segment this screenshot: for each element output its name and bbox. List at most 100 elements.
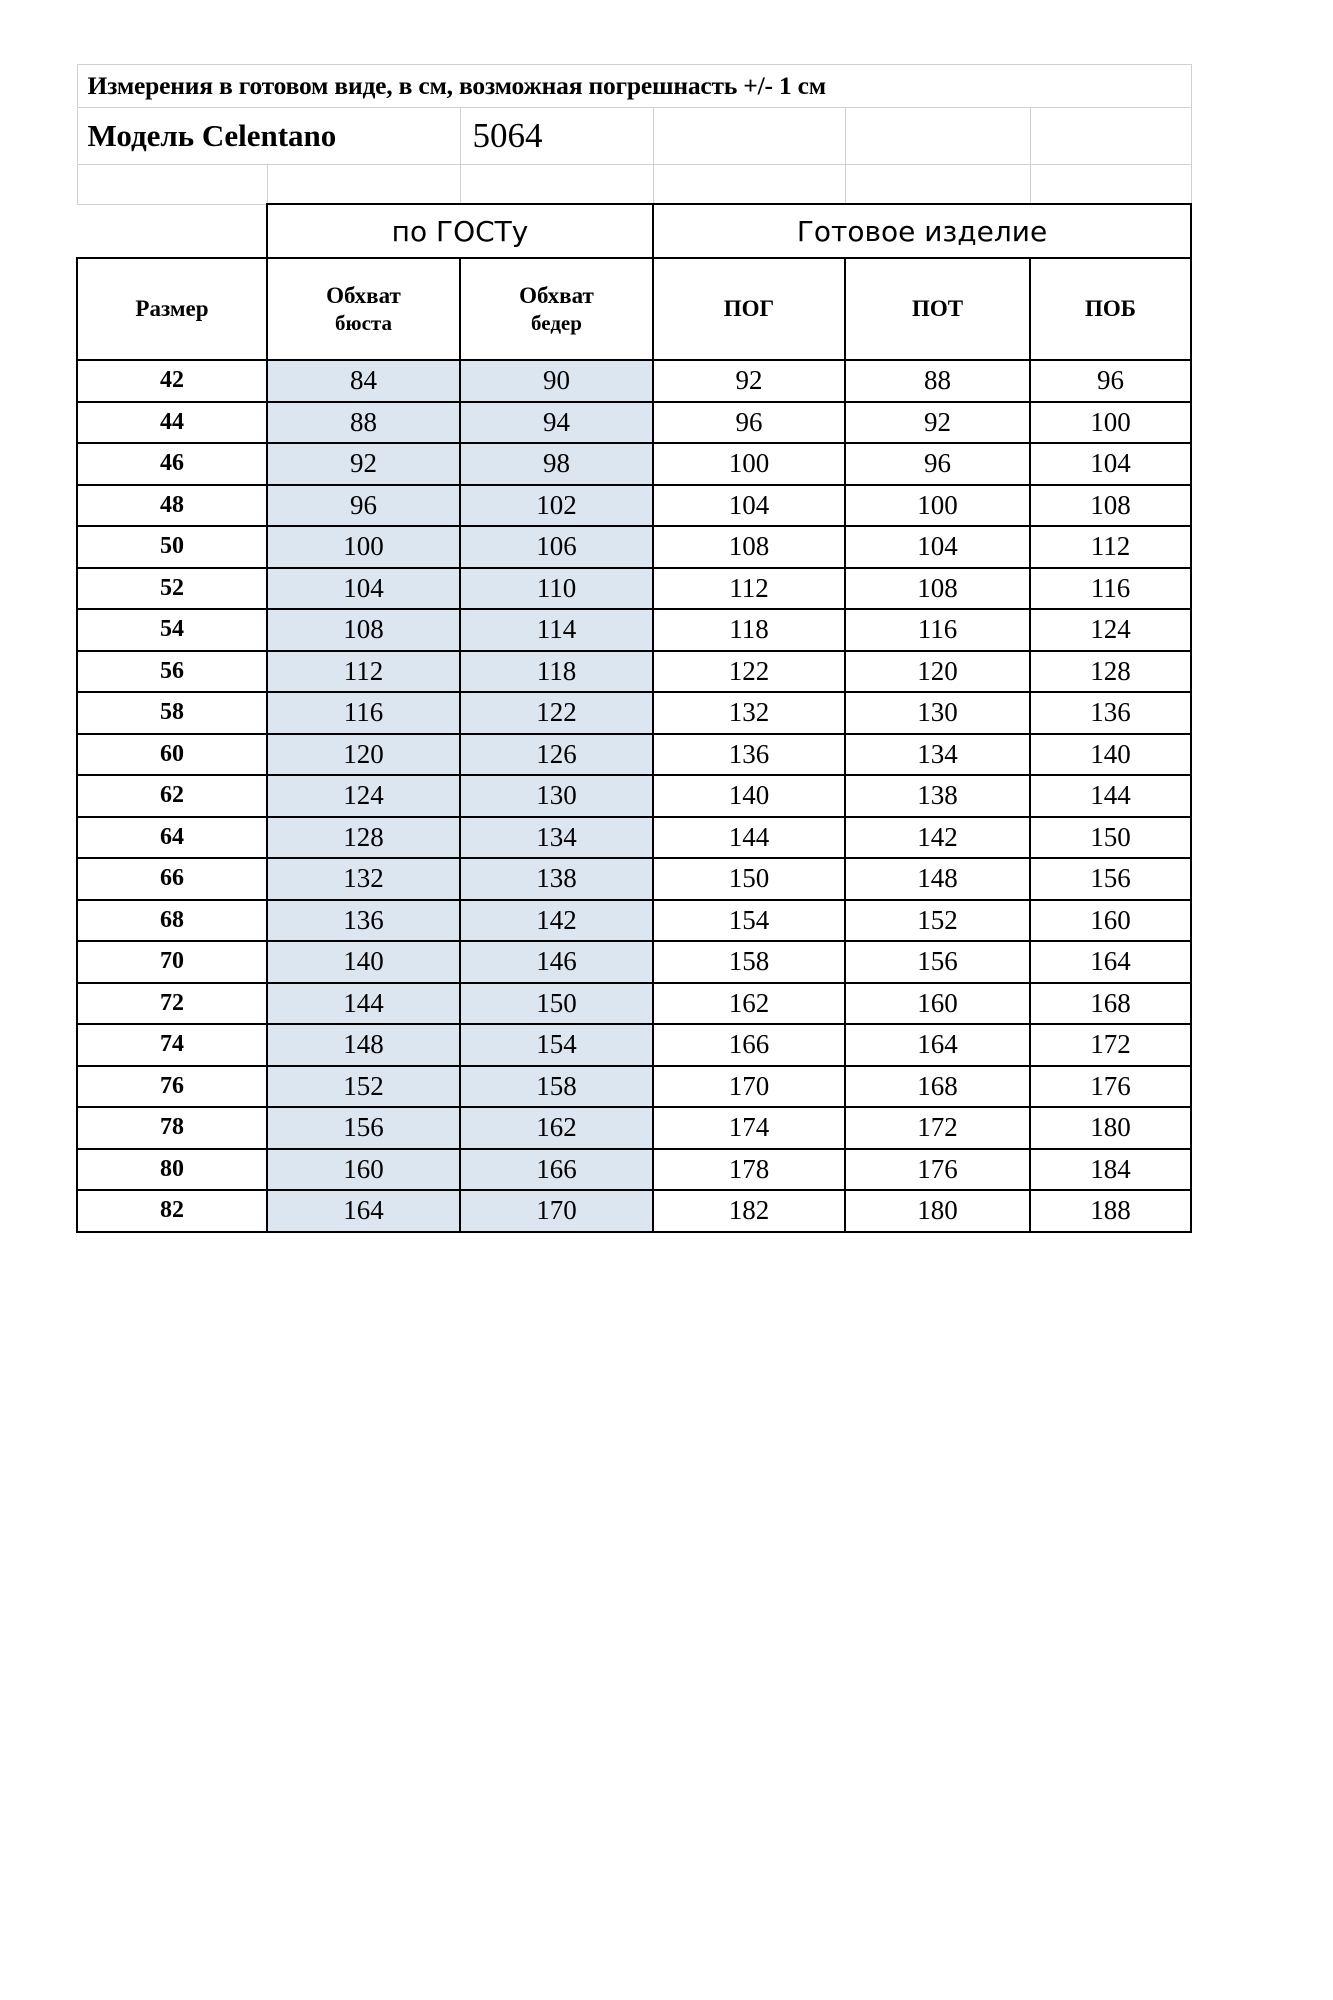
column-header-size: Размер — [76, 257, 268, 361]
cell-size: 68 — [76, 898, 268, 942]
cell-pob: 112 — [1028, 525, 1193, 569]
table-row: 62 124 130 140 138 144 — [76, 774, 1193, 818]
cell-pob: 184 — [1028, 1147, 1193, 1191]
cell-pog: 108 — [652, 525, 846, 569]
cell-hips: 102 — [459, 483, 654, 527]
cell-size: 82 — [76, 1189, 268, 1233]
cell-pog: 170 — [652, 1064, 846, 1108]
cell-hips: 130 — [459, 774, 654, 818]
cell-pob: 128 — [1028, 649, 1193, 693]
cell-hips: 90 — [459, 359, 654, 403]
model-spacer-3 — [1029, 107, 1192, 165]
cell-pot: 156 — [844, 940, 1031, 984]
cell-pot: 152 — [844, 898, 1031, 942]
cell-hips: 142 — [459, 898, 654, 942]
cell-bust: 84 — [266, 359, 461, 403]
table-row: 54 108 114 118 116 124 — [76, 608, 1193, 652]
cell-pot: 168 — [844, 1064, 1031, 1108]
cell-pot: 172 — [844, 1106, 1031, 1150]
table-row: 82 164 170 182 180 188 — [76, 1189, 1193, 1233]
cell-bust: 152 — [266, 1064, 461, 1108]
cell-size: 76 — [76, 1064, 268, 1108]
cell-size: 56 — [76, 649, 268, 693]
cell-pob: 176 — [1028, 1064, 1193, 1108]
model-label: Модель Celentano — [76, 107, 461, 165]
model-spacer-1 — [652, 107, 846, 165]
table-row: 52 104 110 112 108 116 — [76, 566, 1193, 610]
cell-pob: 188 — [1028, 1189, 1193, 1233]
cell-pot: 130 — [844, 691, 1031, 735]
cell-size: 60 — [76, 732, 268, 776]
cell-hips: 158 — [459, 1064, 654, 1108]
cell-pot: 164 — [844, 1023, 1031, 1067]
column-header-pog: ПОГ — [652, 257, 846, 361]
table-row: 72 144 150 162 160 168 — [76, 981, 1193, 1025]
column-header-bust-line2: бюста — [335, 311, 392, 336]
cell-pob: 156 — [1028, 857, 1193, 901]
cell-pob: 144 — [1028, 774, 1193, 818]
cell-pot: 104 — [844, 525, 1031, 569]
cell-hips: 162 — [459, 1106, 654, 1150]
measurement-note: Измерения в готовом виде, в см, возможна… — [76, 64, 1192, 108]
group-header-row: по ГОСТу Готовое изделие — [77, 203, 1193, 259]
cell-bust: 132 — [266, 857, 461, 901]
cell-size: 72 — [76, 981, 268, 1025]
cell-pog: 118 — [652, 608, 846, 652]
spacer-cell-4 — [652, 164, 846, 205]
cell-bust: 112 — [266, 649, 461, 693]
cell-pob: 100 — [1028, 400, 1193, 444]
cell-pog: 92 — [652, 359, 846, 403]
cell-hips: 106 — [459, 525, 654, 569]
cell-size: 74 — [76, 1023, 268, 1067]
spacer-cell-2 — [266, 164, 461, 205]
cell-pog: 112 — [652, 566, 846, 610]
table-row: 64 128 134 144 142 150 — [76, 815, 1193, 859]
cell-size: 64 — [76, 815, 268, 859]
cell-pob: 160 — [1028, 898, 1193, 942]
cell-pob: 164 — [1028, 940, 1193, 984]
cell-size: 62 — [76, 774, 268, 818]
cell-size: 42 — [76, 359, 268, 403]
table-row: 74 148 154 166 164 172 — [76, 1023, 1193, 1067]
cell-hips: 150 — [459, 981, 654, 1025]
cell-bust: 100 — [266, 525, 461, 569]
column-header-hips-line2: бедер — [531, 311, 582, 336]
cell-pob: 172 — [1028, 1023, 1193, 1067]
table-row: 50 100 106 108 104 112 — [76, 525, 1193, 569]
cell-pob: 96 — [1028, 359, 1193, 403]
cell-pog: 150 — [652, 857, 846, 901]
cell-bust: 144 — [266, 981, 461, 1025]
table-row: 58 116 122 132 130 136 — [76, 691, 1193, 735]
column-header-pob: ПОБ — [1028, 257, 1193, 361]
cell-pog: 182 — [652, 1189, 846, 1233]
table-row: 56 112 118 122 120 128 — [76, 649, 1193, 693]
cell-pog: 174 — [652, 1106, 846, 1150]
cell-bust: 92 — [266, 442, 461, 486]
model-spacer-2 — [844, 107, 1031, 165]
cell-pot: 138 — [844, 774, 1031, 818]
cell-pot: 92 — [844, 400, 1031, 444]
cell-pot: 100 — [844, 483, 1031, 527]
cell-pob: 108 — [1028, 483, 1193, 527]
column-header-bust-line1: Обхват — [326, 282, 401, 308]
cell-pot: 88 — [844, 359, 1031, 403]
cell-size: 78 — [76, 1106, 268, 1150]
cell-size: 50 — [76, 525, 268, 569]
cell-bust: 136 — [266, 898, 461, 942]
table-row: 48 96 102 104 100 108 — [76, 483, 1193, 527]
cell-pot: 134 — [844, 732, 1031, 776]
cell-size: 48 — [76, 483, 268, 527]
cell-hips: 126 — [459, 732, 654, 776]
cell-size: 66 — [76, 857, 268, 901]
cell-pot: 96 — [844, 442, 1031, 486]
cell-pob: 150 — [1028, 815, 1193, 859]
column-header-pot: ПОТ — [844, 257, 1031, 361]
cell-size: 44 — [76, 400, 268, 444]
cell-pog: 178 — [652, 1147, 846, 1191]
cell-hips: 94 — [459, 400, 654, 444]
spacer-cell-6 — [1029, 164, 1192, 205]
cell-bust: 140 — [266, 940, 461, 984]
model-number: 5064 — [459, 107, 654, 165]
cell-pot: 120 — [844, 649, 1031, 693]
cell-pot: 176 — [844, 1147, 1031, 1191]
